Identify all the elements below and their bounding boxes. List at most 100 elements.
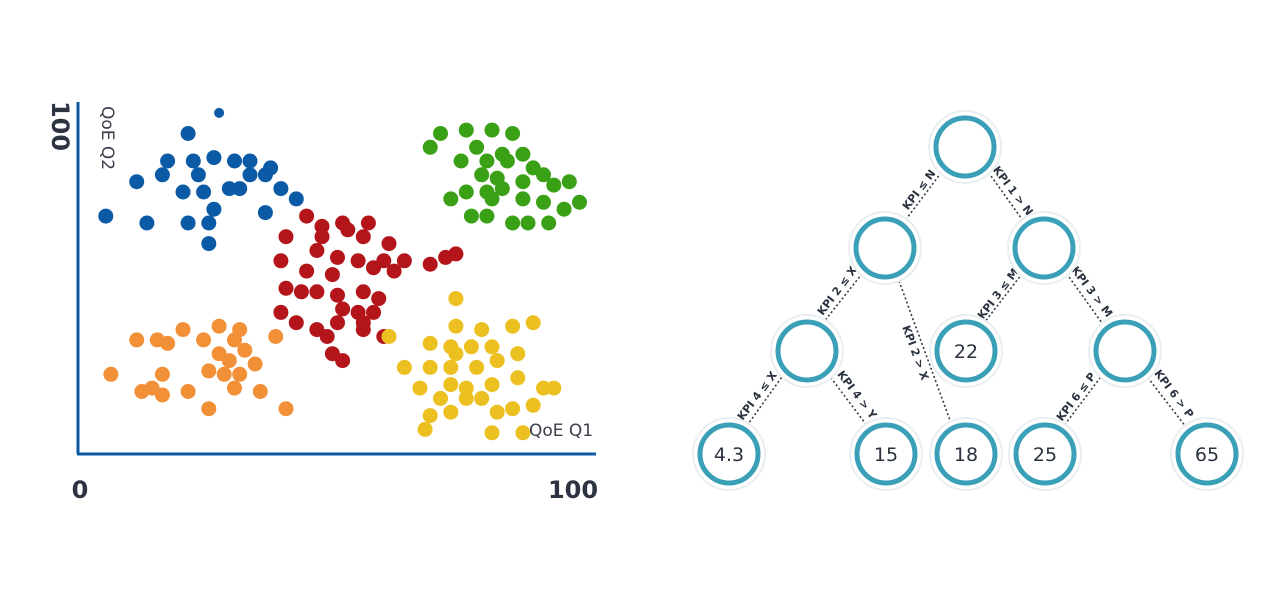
scatter-point [443,377,459,393]
scatter-point [180,215,196,231]
scatter-point [309,284,325,300]
scatter-point [458,390,474,406]
scatter-point [299,208,315,224]
scatter-point [314,218,330,234]
scatter-point [160,335,176,351]
scatter-point [448,246,464,262]
scatter-point [463,339,479,355]
scatter-point [196,332,212,348]
tree-leaf-b: 15 [849,417,923,491]
scatter-point [103,366,119,382]
scatter-point [180,384,196,399]
scatter-point [525,397,541,413]
scatter-point [422,335,438,351]
scatter-point [458,380,474,396]
scatter-point [536,194,551,210]
scatter-point [335,301,351,317]
scatter-point [443,359,459,375]
scatter-point [448,346,464,362]
leaf-value-b: 15 [874,444,898,466]
scatter-point [278,280,294,296]
scatter-point [175,322,191,338]
scatter-point [185,153,201,169]
scatter-point [221,353,237,369]
edge-root-right [985,168,1025,223]
scatter-point [515,425,531,441]
tree-node-right [1007,211,1081,285]
scatter-point [561,174,577,190]
scatter-point [355,284,371,300]
scatter-point [469,359,485,375]
scatter-point [196,184,212,200]
decision-tree: KPI ≤ N KPI 1 > N KPI 2 ≤ X KPI 2 > X KP… [692,110,1244,491]
edge-label-root-right: KPI 1 > N [990,164,1035,218]
scatter-point [227,380,242,396]
scatter-point [556,201,572,217]
scatter-point [525,315,541,331]
scatter-point [139,215,155,231]
scatter-point [546,380,562,396]
scatter-point [484,122,500,138]
leaf-value-22: 22 [954,341,978,363]
scatter-point [489,353,505,369]
scatter-point [278,401,294,417]
scatter-point [129,332,145,348]
scatter-point [458,184,474,200]
scatter-point [206,201,222,217]
scatter-point [484,339,500,355]
scatter-point [330,287,345,303]
edge-n1-right [898,280,952,424]
scatter-point [448,291,464,307]
scatter-point [458,122,474,138]
scatter-point [422,408,438,424]
scatter-point [190,167,206,183]
scatter-point [422,139,438,155]
scatter-point [355,229,371,245]
scatter-point [484,377,500,393]
scatter-point [232,181,248,197]
scatter-point [314,229,330,245]
tree-leaf-d: 25 [1008,417,1082,491]
scatter-point [448,318,464,334]
scatter-point [479,208,495,224]
x-axis-label: QoE Q1 [529,421,593,441]
scatter-point [160,153,176,169]
edge-label-n4-left: KPI 6 ≤ P [1054,370,1099,423]
tree-leaf-22: 22 [929,314,1003,388]
scatter-point [520,215,536,231]
leaf-value-a: 4.3 [714,444,744,466]
scatter-point [479,153,495,169]
scatter-point [396,359,412,375]
scatter-point [335,353,351,369]
scatter-point [154,167,170,183]
edge-label-n3-right: KPI 4 > Y [834,368,879,422]
x-tick-max: 100 [548,476,598,504]
scatter-point [175,184,191,200]
scatter-point [242,167,258,183]
scatter-point [505,401,521,417]
scatter-point [422,359,438,375]
scatter-point [422,256,438,272]
scatter-point [242,153,258,169]
edge-label-n2-left: KPI 3 ≤ M [975,266,1021,322]
scatter-point [252,384,268,399]
scatter-point [484,425,500,441]
scatter-point [360,215,376,231]
scatter-point [433,126,448,141]
scatter-point [396,253,412,269]
scatter-point [350,253,366,269]
scatter-point [293,284,309,300]
scatter-point [366,260,381,276]
scatter-point [469,139,485,155]
scatter-point [474,322,490,338]
tree-leaf-c: 18 [929,417,1003,491]
tree-node-left-left [770,314,844,388]
scatter-point [536,167,551,183]
scatter-point [433,390,448,406]
scatter-point [201,215,217,231]
scatter-point [484,191,500,207]
edge-label-n2-right: KPI 3 > M [1069,264,1115,320]
edge-n2-right [1063,269,1103,324]
scatter-point [247,356,263,372]
